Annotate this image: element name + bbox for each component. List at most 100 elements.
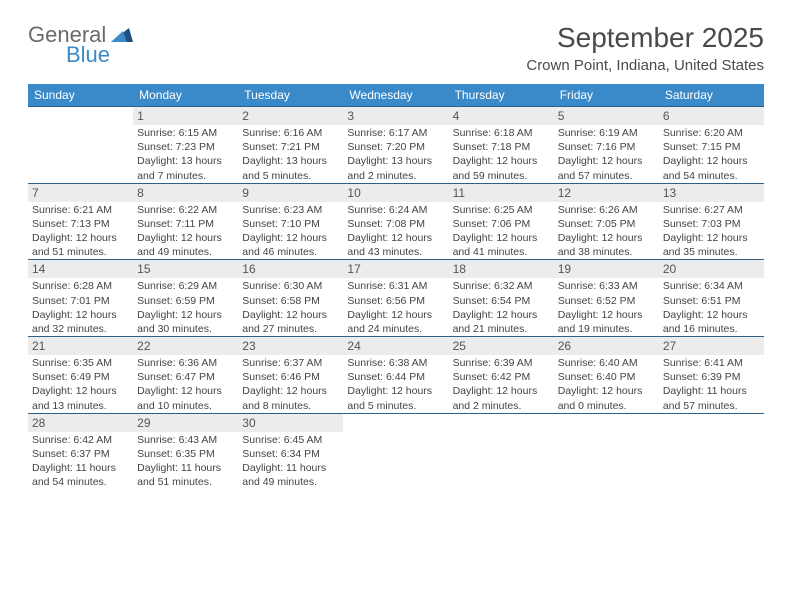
day-cell-body: Sunrise: 6:30 AMSunset: 6:58 PMDaylight:… — [238, 278, 343, 336]
day-cell-header: 4 — [449, 106, 554, 125]
day-number: 12 — [554, 183, 659, 202]
day-number: 18 — [449, 259, 554, 278]
dl2-text: and 54 minutes. — [663, 169, 760, 183]
sunrise-text: Sunrise: 6:34 AM — [663, 279, 760, 293]
day-cell-body: Sunrise: 6:27 AMSunset: 7:03 PMDaylight:… — [659, 202, 764, 260]
dl2-text: and 46 minutes. — [242, 245, 339, 259]
day-number: 17 — [343, 259, 448, 278]
dl1-text: Daylight: 12 hours — [663, 154, 760, 168]
day-cell-body: Sunrise: 6:42 AMSunset: 6:37 PMDaylight:… — [28, 432, 133, 490]
sunrise-text: Sunrise: 6:24 AM — [347, 203, 444, 217]
location-subtitle: Crown Point, Indiana, United States — [526, 57, 764, 74]
day-cell-header: 9 — [238, 183, 343, 202]
sunset-text: Sunset: 7:10 PM — [242, 217, 339, 231]
weekday-header: Wednesday — [343, 84, 448, 106]
dl2-text: and 5 minutes. — [242, 169, 339, 183]
sunrise-text: Sunrise: 6:36 AM — [137, 356, 234, 370]
day-cell-header: 21 — [28, 336, 133, 355]
dl1-text: Daylight: 11 hours — [242, 461, 339, 475]
sunset-text: Sunset: 6:40 PM — [558, 370, 655, 384]
sunrise-text: Sunrise: 6:43 AM — [137, 433, 234, 447]
day-cell-header: 20 — [659, 259, 764, 278]
dl1-text: Daylight: 12 hours — [347, 308, 444, 322]
sunrise-text: Sunrise: 6:37 AM — [242, 356, 339, 370]
day-number — [554, 413, 659, 418]
dl2-text: and 2 minutes. — [453, 399, 550, 413]
dl1-text: Daylight: 12 hours — [347, 384, 444, 398]
sunset-text: Sunset: 6:58 PM — [242, 294, 339, 308]
day-details: Sunrise: 6:24 AMSunset: 7:08 PMDaylight:… — [343, 202, 448, 260]
day-details: Sunrise: 6:30 AMSunset: 6:58 PMDaylight:… — [238, 278, 343, 336]
dl2-text: and 16 minutes. — [663, 322, 760, 336]
dl2-text: and 59 minutes. — [453, 169, 550, 183]
day-number: 16 — [238, 259, 343, 278]
day-cell-header: 12 — [554, 183, 659, 202]
day-details: Sunrise: 6:37 AMSunset: 6:46 PMDaylight:… — [238, 355, 343, 413]
day-cell-body: Sunrise: 6:24 AMSunset: 7:08 PMDaylight:… — [343, 202, 448, 260]
day-details: Sunrise: 6:34 AMSunset: 6:51 PMDaylight:… — [659, 278, 764, 336]
day-number: 24 — [343, 336, 448, 355]
day-cell-body: Sunrise: 6:22 AMSunset: 7:11 PMDaylight:… — [133, 202, 238, 260]
day-cell-body: Sunrise: 6:28 AMSunset: 7:01 PMDaylight:… — [28, 278, 133, 336]
day-cell-header — [554, 413, 659, 432]
sunrise-text: Sunrise: 6:19 AM — [558, 126, 655, 140]
sunset-text: Sunset: 6:37 PM — [32, 447, 129, 461]
dl2-text: and 49 minutes. — [137, 245, 234, 259]
day-number — [28, 106, 133, 111]
day-cell-body: Sunrise: 6:33 AMSunset: 6:52 PMDaylight:… — [554, 278, 659, 336]
day-details: Sunrise: 6:38 AMSunset: 6:44 PMDaylight:… — [343, 355, 448, 413]
dl2-text: and 32 minutes. — [32, 322, 129, 336]
day-details: Sunrise: 6:41 AMSunset: 6:39 PMDaylight:… — [659, 355, 764, 413]
week-details-row: Sunrise: 6:15 AMSunset: 7:23 PMDaylight:… — [28, 125, 764, 183]
sunset-text: Sunset: 6:42 PM — [453, 370, 550, 384]
day-details: Sunrise: 6:16 AMSunset: 7:21 PMDaylight:… — [238, 125, 343, 183]
day-cell-header: 7 — [28, 183, 133, 202]
day-cell-header: 22 — [133, 336, 238, 355]
sunrise-text: Sunrise: 6:38 AM — [347, 356, 444, 370]
day-number: 27 — [659, 336, 764, 355]
sunset-text: Sunset: 6:34 PM — [242, 447, 339, 461]
sunset-text: Sunset: 6:44 PM — [347, 370, 444, 384]
day-cell-body: Sunrise: 6:19 AMSunset: 7:16 PMDaylight:… — [554, 125, 659, 183]
day-cell-header: 23 — [238, 336, 343, 355]
day-cell-body — [554, 432, 659, 490]
sunrise-text: Sunrise: 6:31 AM — [347, 279, 444, 293]
day-cell-header: 30 — [238, 413, 343, 432]
dl2-text: and 57 minutes. — [663, 399, 760, 413]
sunset-text: Sunset: 7:05 PM — [558, 217, 655, 231]
sunset-text: Sunset: 6:49 PM — [32, 370, 129, 384]
day-cell-body: Sunrise: 6:16 AMSunset: 7:21 PMDaylight:… — [238, 125, 343, 183]
dl2-text: and 21 minutes. — [453, 322, 550, 336]
day-cell-header: 18 — [449, 259, 554, 278]
day-cell-header: 14 — [28, 259, 133, 278]
title-block: September 2025 Crown Point, Indiana, Uni… — [526, 22, 764, 74]
dl1-text: Daylight: 12 hours — [137, 308, 234, 322]
sunset-text: Sunset: 6:54 PM — [453, 294, 550, 308]
day-details: Sunrise: 6:23 AMSunset: 7:10 PMDaylight:… — [238, 202, 343, 260]
day-cell-body: Sunrise: 6:37 AMSunset: 6:46 PMDaylight:… — [238, 355, 343, 413]
day-details: Sunrise: 6:45 AMSunset: 6:34 PMDaylight:… — [238, 432, 343, 490]
dl1-text: Daylight: 13 hours — [137, 154, 234, 168]
dl1-text: Daylight: 13 hours — [242, 154, 339, 168]
week-daynum-row: 21222324252627 — [28, 336, 764, 355]
dl1-text: Daylight: 12 hours — [663, 231, 760, 245]
day-details — [449, 432, 554, 447]
sunrise-text: Sunrise: 6:25 AM — [453, 203, 550, 217]
sunrise-text: Sunrise: 6:30 AM — [242, 279, 339, 293]
sunrise-text: Sunrise: 6:20 AM — [663, 126, 760, 140]
dl2-text: and 5 minutes. — [347, 399, 444, 413]
day-number: 30 — [238, 413, 343, 432]
month-title: September 2025 — [526, 22, 764, 54]
day-details: Sunrise: 6:15 AMSunset: 7:23 PMDaylight:… — [133, 125, 238, 183]
weekday-header: Tuesday — [238, 84, 343, 106]
dl2-text: and 19 minutes. — [558, 322, 655, 336]
logo-triangle-icon — [111, 26, 133, 47]
sunrise-text: Sunrise: 6:33 AM — [558, 279, 655, 293]
dl2-text: and 57 minutes. — [558, 169, 655, 183]
day-details: Sunrise: 6:42 AMSunset: 6:37 PMDaylight:… — [28, 432, 133, 490]
sunrise-text: Sunrise: 6:18 AM — [453, 126, 550, 140]
week-daynum-row: 78910111213 — [28, 183, 764, 202]
day-details: Sunrise: 6:28 AMSunset: 7:01 PMDaylight:… — [28, 278, 133, 336]
calendar-page: General Blue September 2025 Crown Point,… — [0, 0, 792, 511]
dl2-text: and 43 minutes. — [347, 245, 444, 259]
